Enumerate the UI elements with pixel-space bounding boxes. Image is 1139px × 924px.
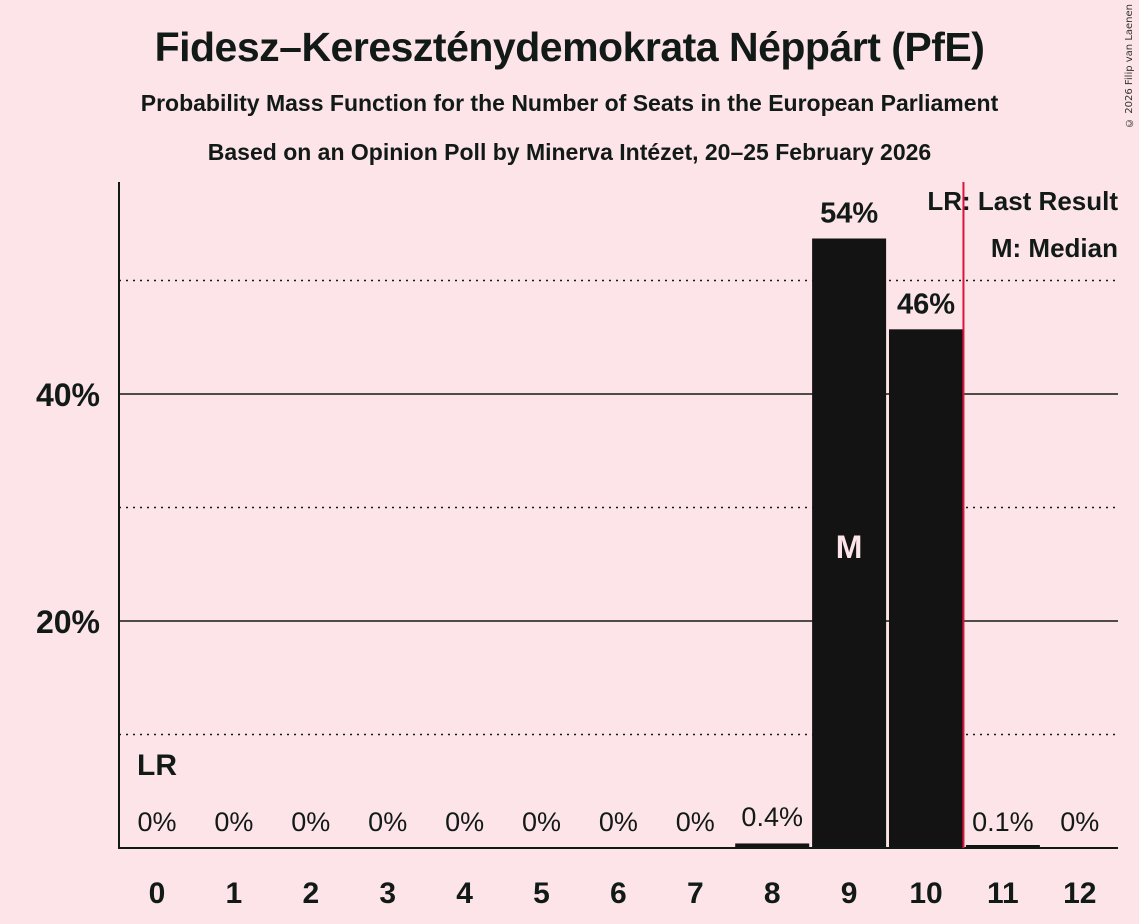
x-tick-label: 9 xyxy=(841,877,858,910)
x-tick-labels: 0 1 2 3 4 5 6 7 8 9 10 11 12 xyxy=(149,877,1097,910)
x-tick-label: 2 xyxy=(302,877,319,910)
x-tick-label: 0 xyxy=(149,877,166,910)
x-tick-label: 8 xyxy=(764,877,781,910)
value-label: 0% xyxy=(137,807,176,837)
value-label: 0% xyxy=(1060,807,1099,837)
y-tick-label: 40% xyxy=(36,377,100,413)
x-tick-label: 3 xyxy=(379,877,396,910)
x-tick-label: 6 xyxy=(610,877,627,910)
value-label: 0% xyxy=(214,807,253,837)
chart-source-line: Based on an Opinion Poll by Minerva Inté… xyxy=(207,139,932,165)
value-label: 46% xyxy=(897,288,955,320)
value-label: 54% xyxy=(820,198,878,230)
value-labels: 0% 0% 0% 0% 0% 0% 0% 0% 0.4% 54% 46% 0.1% 0% xyxy=(137,198,1099,837)
x-tick-label: 7 xyxy=(687,877,704,910)
bars xyxy=(735,238,1040,848)
legend-last-result: LR: Last Result xyxy=(927,186,1118,216)
chart-subtitle: Probability Mass Function for the Number… xyxy=(140,90,999,116)
chart-title: Fidesz–Kereszténydemokrata Néppárt (PfE) xyxy=(154,24,985,70)
last-result-marker: LR xyxy=(137,749,177,782)
x-tick-label: 11 xyxy=(987,877,1019,910)
x-tick-label: 4 xyxy=(456,877,473,910)
x-tick-label: 5 xyxy=(533,877,550,910)
value-label: 0% xyxy=(599,807,638,837)
median-marker: M xyxy=(836,529,863,565)
bar-seats-9 xyxy=(812,238,887,848)
x-tick-label: 10 xyxy=(909,877,942,910)
value-label: 0% xyxy=(291,807,330,837)
value-label: 0% xyxy=(368,807,407,837)
y-tick-labels: 20% 40% xyxy=(36,377,100,640)
legend-median: M: Median xyxy=(991,233,1118,263)
x-tick-label: 1 xyxy=(226,877,243,910)
value-label: 0% xyxy=(522,807,561,837)
y-tick-label: 20% xyxy=(36,604,100,640)
bar-seats-10 xyxy=(889,329,963,848)
gridlines xyxy=(119,279,1118,736)
x-tick-label: 12 xyxy=(1063,877,1096,910)
value-label: 0% xyxy=(676,807,715,837)
value-label: 0.4% xyxy=(741,802,803,832)
bar-seats-8 xyxy=(735,843,810,848)
bar-seats-11 xyxy=(965,845,1040,848)
value-label: 0.1% xyxy=(972,807,1034,837)
value-label: 0% xyxy=(445,807,484,837)
